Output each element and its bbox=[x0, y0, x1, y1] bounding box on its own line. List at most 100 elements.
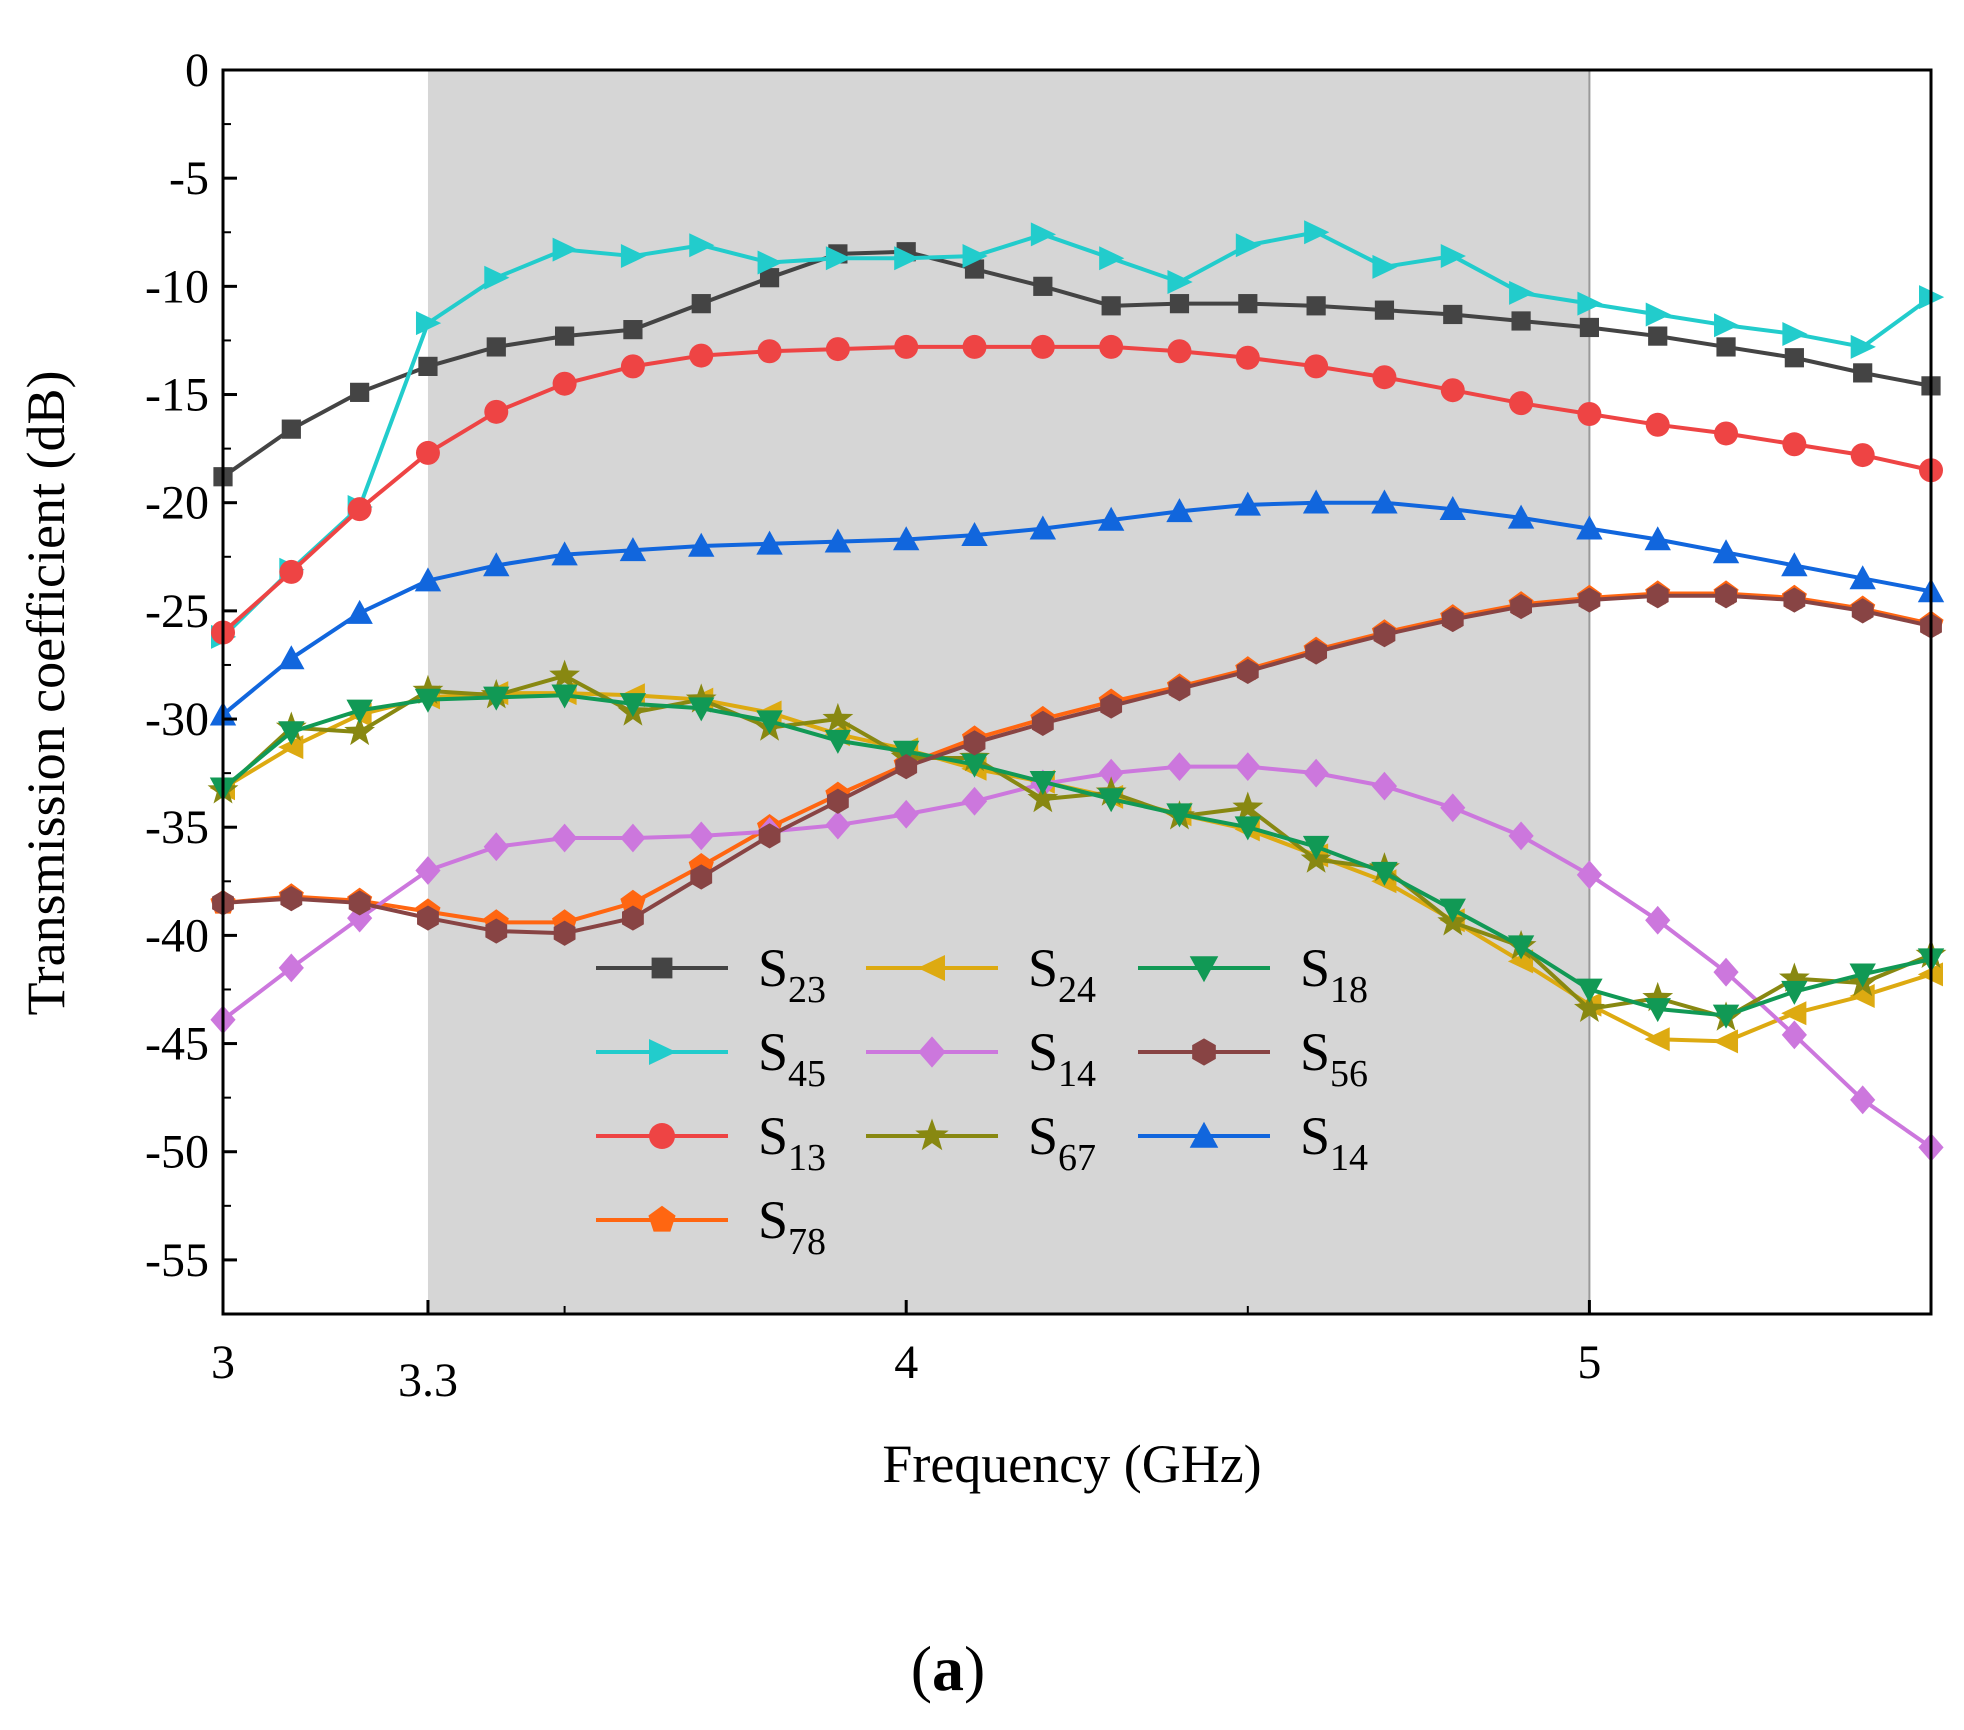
data-point-marker bbox=[1645, 412, 1670, 437]
series-line bbox=[221, 249, 1932, 479]
data-point-marker bbox=[1374, 300, 1395, 320]
data-point-marker bbox=[620, 823, 646, 853]
data-point-marker bbox=[1712, 539, 1740, 564]
data-point-marker bbox=[1645, 302, 1671, 327]
data-point-marker bbox=[689, 233, 715, 258]
series-S18-7 bbox=[209, 684, 1945, 1029]
data-point-marker bbox=[1778, 962, 1810, 992]
data-point-marker bbox=[1576, 978, 1603, 1003]
data-point-marker bbox=[1099, 246, 1125, 271]
data-point-marker bbox=[1235, 345, 1260, 370]
data-point-marker bbox=[483, 686, 510, 711]
data-point-marker bbox=[1373, 622, 1396, 648]
legend-entry-S56-8: S56 bbox=[1138, 1022, 1368, 1095]
data-point-marker bbox=[1715, 583, 1737, 609]
data-point-marker bbox=[1099, 334, 1124, 359]
data-point-marker bbox=[1716, 337, 1736, 357]
data-point-marker bbox=[418, 356, 438, 376]
data-point-marker bbox=[1648, 326, 1668, 346]
data-point-marker bbox=[1714, 313, 1740, 338]
data-point-marker bbox=[1714, 421, 1739, 446]
data-point-marker bbox=[1101, 296, 1121, 316]
series-line bbox=[221, 500, 1932, 717]
data-point-marker bbox=[895, 754, 918, 780]
data-point-marker bbox=[825, 810, 851, 840]
data-point-marker bbox=[1644, 1027, 1670, 1052]
data-point-marker bbox=[688, 532, 715, 557]
y-tick-label: -5 bbox=[169, 152, 209, 205]
panel-label-letter: a bbox=[932, 1633, 964, 1704]
series-line bbox=[222, 591, 1932, 925]
y-tick-label: -20 bbox=[145, 477, 209, 530]
data-point-marker bbox=[1303, 758, 1329, 788]
axes-frame bbox=[221, 68, 1933, 1316]
data-point-marker bbox=[1027, 782, 1059, 813]
data-point-marker bbox=[1167, 339, 1192, 364]
data-point-marker bbox=[1304, 220, 1330, 245]
tick-layer: 0-5-10-15-20-25-30-35-40-45-50-553 3.3 4 5 bbox=[145, 44, 1601, 1407]
data-point-marker bbox=[756, 710, 783, 735]
data-point-marker bbox=[1372, 254, 1398, 279]
data-point-marker bbox=[688, 821, 714, 851]
x-tick-label: 4 bbox=[894, 1336, 918, 1389]
series-line bbox=[221, 693, 1932, 1018]
data-point-marker bbox=[278, 735, 304, 760]
series-S56-8 bbox=[212, 583, 1942, 946]
y-tick-label: -55 bbox=[145, 1234, 209, 1287]
data-point-marker bbox=[1439, 495, 1466, 520]
data-point-marker bbox=[620, 244, 647, 269]
data-point-marker bbox=[1646, 583, 1669, 609]
data-point-marker bbox=[483, 552, 510, 577]
data-point-marker bbox=[1440, 244, 1466, 269]
data-point-marker bbox=[1577, 291, 1603, 316]
data-point-marker bbox=[1169, 294, 1190, 314]
data-point-marker bbox=[1029, 515, 1057, 540]
data-point-marker bbox=[756, 530, 783, 555]
data-point-marker bbox=[1235, 233, 1261, 258]
data-point-marker bbox=[280, 886, 303, 912]
data-point-marker bbox=[279, 559, 304, 584]
data-point-marker bbox=[826, 788, 849, 814]
data-point-marker bbox=[281, 419, 301, 439]
data-point-marker bbox=[1712, 1029, 1739, 1054]
data-point-marker bbox=[1235, 752, 1261, 782]
series-S14-5 bbox=[210, 752, 1944, 1162]
data-point-marker bbox=[551, 684, 578, 709]
data-point-marker bbox=[1030, 222, 1057, 247]
data-point-marker bbox=[1168, 676, 1191, 702]
data-point-marker bbox=[963, 730, 986, 756]
data-point-marker bbox=[414, 688, 442, 713]
data-point-marker bbox=[555, 326, 575, 346]
shaded-band-layer bbox=[427, 70, 1591, 1314]
data-point-marker bbox=[1166, 803, 1193, 828]
data-point-marker bbox=[1781, 980, 1808, 1005]
data-point-marker bbox=[690, 864, 713, 890]
data-point-marker bbox=[917, 955, 945, 981]
y-tick-label: -10 bbox=[145, 260, 209, 313]
data-point-marker bbox=[1576, 515, 1603, 540]
data-point-marker bbox=[1642, 981, 1674, 1012]
data-point-marker bbox=[1781, 552, 1808, 577]
data-point-marker bbox=[1850, 334, 1876, 359]
data-point-marker bbox=[1302, 489, 1330, 514]
legend-label-subscript: 45 bbox=[788, 1053, 826, 1095]
data-point-marker bbox=[1305, 639, 1328, 665]
series-layer bbox=[207, 220, 1947, 1162]
data-point-marker bbox=[1236, 658, 1259, 685]
y-tick-label: 0 bbox=[185, 44, 209, 97]
data-point-marker bbox=[1192, 1038, 1216, 1066]
data-point-marker bbox=[915, 1118, 949, 1151]
data-point-marker bbox=[348, 890, 371, 916]
data-point-marker bbox=[486, 337, 506, 357]
data-point-marker bbox=[1371, 489, 1398, 514]
y-axis-label: Transmission coefficient (dB) bbox=[16, 371, 76, 1016]
data-point-marker bbox=[1166, 752, 1193, 782]
data-point-marker bbox=[1511, 311, 1531, 331]
data-point-marker bbox=[415, 856, 441, 885]
data-point-marker bbox=[1783, 587, 1806, 613]
data-point-marker bbox=[1573, 992, 1605, 1023]
data-point-marker bbox=[1372, 365, 1397, 390]
data-point-marker bbox=[1577, 401, 1602, 426]
legend-label-subscript: 18 bbox=[1330, 969, 1368, 1011]
data-point-marker bbox=[552, 823, 578, 853]
